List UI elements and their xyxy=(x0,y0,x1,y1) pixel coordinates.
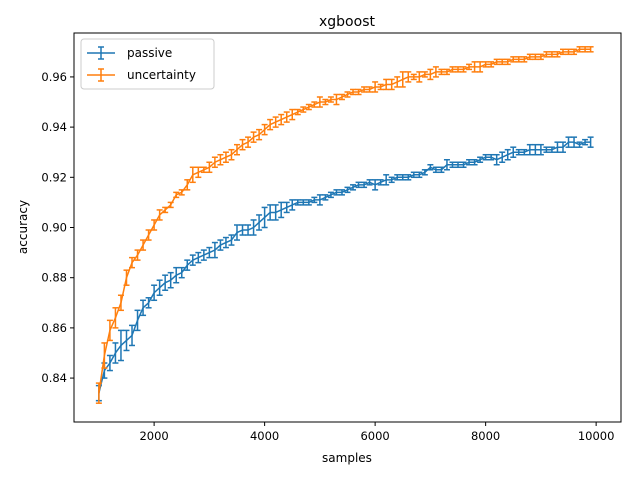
series-passive xyxy=(95,136,594,402)
series-layer xyxy=(95,46,594,404)
y-tick-label: 0.84 xyxy=(41,371,67,385)
x-axis-label: samples xyxy=(322,451,372,465)
y-tick-label: 0.94 xyxy=(41,120,67,134)
x-tick-label: 8000 xyxy=(471,429,500,443)
chart-title: xgboost xyxy=(319,14,375,30)
legend-label: uncertainty xyxy=(127,68,196,82)
y-axis-label: accuracy xyxy=(16,200,30,254)
x-axis: 2000 4000 6000 8000 10000 xyxy=(139,422,614,443)
y-axis: 0.84 0.86 0.88 0.90 0.92 0.94 0.96 xyxy=(41,70,74,385)
y-tick-label: 0.90 xyxy=(41,221,67,235)
series-uncertainty xyxy=(95,46,594,404)
legend: passive uncertainty xyxy=(80,38,215,90)
y-tick-label: 0.86 xyxy=(41,321,67,335)
series-line-uncertainty xyxy=(98,48,591,394)
series-line-passive xyxy=(98,141,591,394)
y-tick-label: 0.92 xyxy=(41,170,67,184)
x-tick-label: 2000 xyxy=(139,429,168,443)
x-tick-label: 4000 xyxy=(250,429,279,443)
legend-frame xyxy=(80,38,215,90)
x-tick-label: 6000 xyxy=(360,429,389,443)
y-tick-label: 0.88 xyxy=(41,271,67,285)
legend-label: passive xyxy=(127,46,172,60)
x-tick-label: 10000 xyxy=(578,429,615,443)
y-tick-label: 0.96 xyxy=(41,70,67,84)
legend-entry-passive: passive xyxy=(87,46,172,60)
legend-entry-uncertainty: uncertainty xyxy=(87,68,196,82)
